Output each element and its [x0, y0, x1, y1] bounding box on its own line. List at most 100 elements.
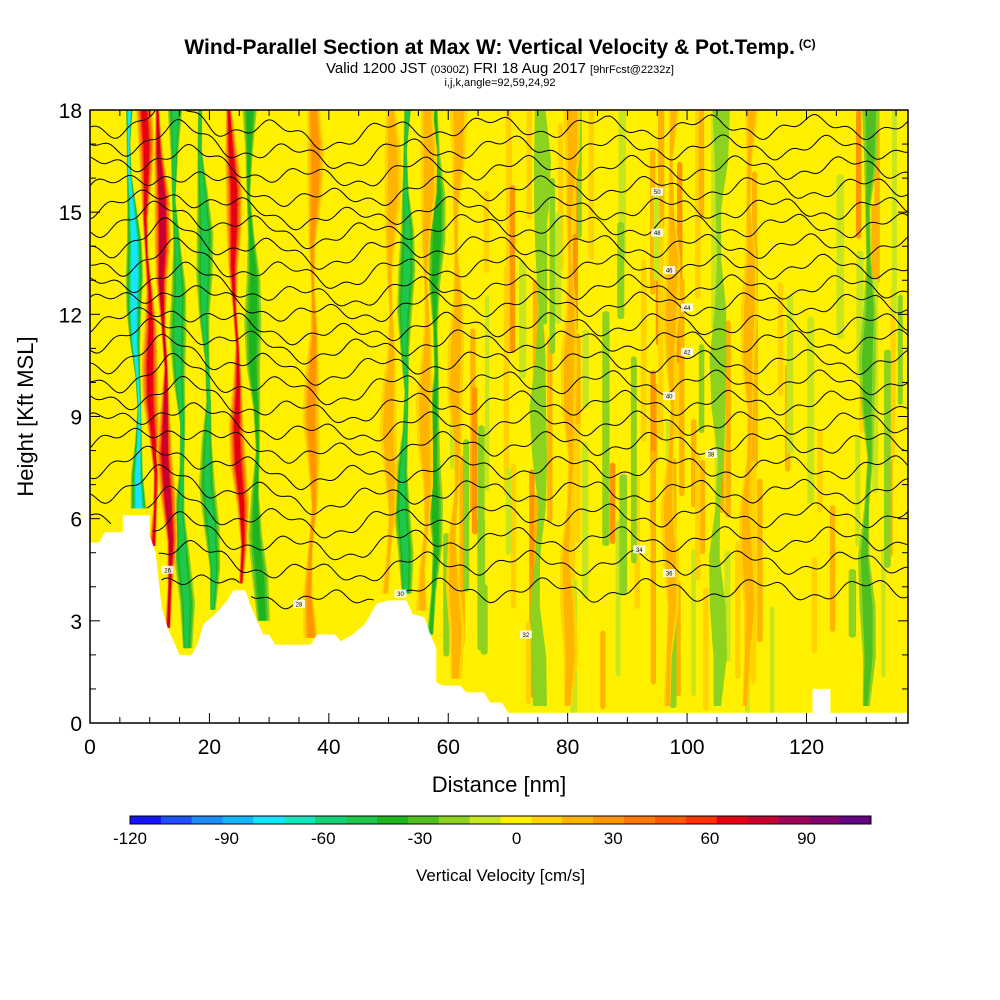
vv-cell	[679, 277, 685, 497]
velocity-field: 26 28 30 32 34 36 38 40 42 44 46 48 50	[90, 110, 908, 723]
colorbar-swatch	[624, 816, 656, 824]
y-tick-label: 12	[59, 304, 82, 327]
y-tick-label: 6	[70, 509, 82, 532]
isentrope-line	[90, 307, 908, 346]
colorbar-tick-label: -60	[311, 829, 336, 848]
colorbar-tick-label: 90	[797, 829, 816, 848]
vv-cell	[483, 190, 490, 273]
x-tick-label: 20	[198, 736, 221, 759]
isentrope-line	[90, 143, 908, 187]
vv-cell	[547, 337, 553, 522]
colorbar-frame	[129, 815, 872, 825]
vv-cell	[630, 356, 637, 564]
isentrope-label: 38	[708, 452, 715, 458]
valid-prefix: Valid 1200 JST	[326, 60, 427, 77]
vv-cell	[519, 260, 527, 379]
updraft-plume	[306, 110, 320, 638]
colorbar-swatch	[500, 816, 532, 824]
isentrope-label: 28	[296, 602, 303, 608]
isentrope-line	[90, 445, 908, 491]
isentrope-line	[90, 261, 908, 307]
vv-cell	[659, 110, 665, 229]
colorbar-swatch	[716, 816, 748, 824]
vv-cell	[617, 221, 625, 320]
isentrope-line	[152, 510, 908, 561]
colorbar-swatch	[654, 816, 687, 824]
isentrope-label: 46	[666, 269, 673, 275]
colorbar-swatch	[407, 816, 440, 824]
updraft-plume	[742, 110, 756, 706]
isentropes	[90, 110, 908, 610]
vv-cell	[725, 320, 731, 518]
isentrope-label-bg	[704, 449, 717, 458]
isentrope-label: 30	[397, 592, 404, 598]
isentrope-line	[90, 118, 908, 169]
isentrope-label: 36	[666, 572, 673, 578]
isentrope-label: 42	[684, 350, 691, 356]
colorbar-swatch	[809, 816, 841, 824]
vv-cell	[554, 212, 562, 324]
isentrope-label: 40	[666, 395, 673, 401]
updraft-plume	[418, 110, 435, 611]
vv-cell	[463, 439, 470, 592]
vv-cell	[884, 349, 891, 568]
vv-cell	[600, 630, 606, 709]
x-tick-label: 120	[789, 736, 824, 759]
isentrope-label: 48	[654, 231, 661, 237]
vv-cell	[855, 436, 861, 548]
vv-cell	[699, 459, 706, 555]
vv-cell	[525, 621, 532, 704]
updraft-plume	[448, 110, 464, 679]
isentrope-label-bg	[663, 569, 676, 578]
colorbar-swatch	[840, 816, 872, 824]
vv-cell	[698, 344, 705, 434]
colorbar-tick-label: 0	[512, 829, 521, 848]
isentrope-line	[90, 375, 908, 424]
isentrope-label-bg	[651, 228, 664, 237]
downdraft-plume	[529, 110, 551, 706]
isentrope-label: 26	[164, 568, 171, 574]
colorbar-swatch	[778, 816, 810, 824]
isentrope-label: 44	[684, 306, 691, 312]
colorbar-label: Vertical Velocity [cm/s]	[416, 866, 585, 885]
vv-cell	[650, 450, 657, 685]
colorbar-swatch	[593, 816, 625, 824]
isentrope-label-bg	[663, 392, 676, 401]
vv-cell	[477, 425, 485, 568]
vv-cell	[615, 520, 621, 677]
vv-cell	[703, 587, 709, 711]
isentrope-label-bg	[681, 303, 694, 312]
updraft-plume	[562, 110, 578, 706]
x-tick-label: 40	[317, 736, 340, 759]
vv-cell	[619, 474, 628, 596]
axis-ticks	[89, 109, 908, 724]
chart-subtitle: Valid 1200 JST (0300Z) FRI 18 Aug 2017 […	[0, 60, 1000, 77]
terrain-mask	[90, 515, 908, 723]
isentrope-line	[90, 464, 908, 515]
colorbar-swatch	[562, 816, 594, 824]
x-tick-label: 0	[84, 736, 96, 759]
colorbar-swatch	[377, 816, 409, 824]
vv-cell	[757, 478, 763, 643]
colorbar-swatch	[685, 816, 718, 824]
colorbar-swatch	[130, 816, 162, 824]
chart-title: Wind-Parallel Section at Max W: Vertical…	[0, 36, 1000, 60]
vv-cell	[549, 177, 556, 354]
isentrope-line	[90, 352, 908, 406]
colorbar-swatch	[346, 816, 378, 824]
x-tick-label: 60	[437, 736, 460, 759]
isentrope-line	[90, 318, 908, 365]
colorbar-swatch	[531, 816, 563, 824]
isentrope-line	[90, 485, 908, 539]
vv-cell	[588, 110, 595, 260]
x-tick-label: 80	[556, 736, 579, 759]
y-tick-label: 18	[59, 100, 82, 123]
colorbar-swatch	[222, 816, 254, 824]
vv-cell	[695, 453, 701, 581]
updraft-plume	[141, 110, 157, 546]
isentrope-label: 34	[636, 548, 643, 554]
y-axis-label: Height [Kft MSL]	[13, 336, 38, 496]
vv-cell	[897, 294, 903, 405]
vv-cell	[769, 606, 775, 717]
